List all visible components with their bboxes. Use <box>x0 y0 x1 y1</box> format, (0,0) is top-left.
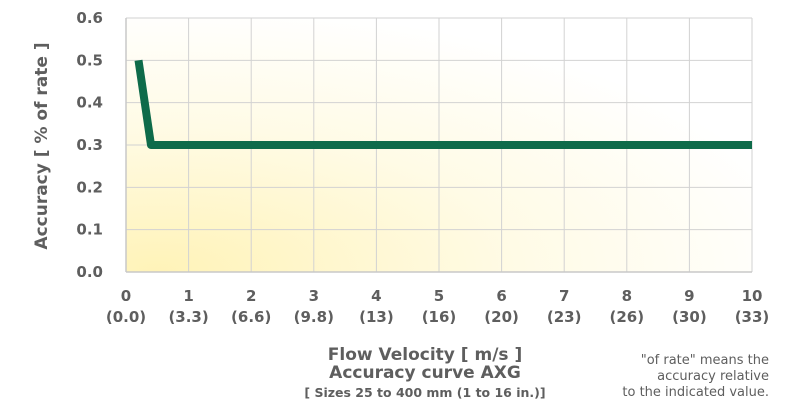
note-line: to the indicated value. <box>622 385 769 400</box>
note-line: accuracy relative <box>657 369 769 384</box>
x-tick-label: 5 <box>434 287 444 305</box>
y-tick-labels: 0.0 0.1 0.2 0.3 0.4 0.5 0.6 <box>76 9 103 281</box>
x-axis-label-block: Flow Velocity [ m/s ] Accuracy curve AXG… <box>250 346 600 402</box>
y-tick-label: 0.3 <box>76 136 103 154</box>
x-tick-sublabel: (3.3) <box>168 308 208 326</box>
x-tick-sublabel: (6.6) <box>231 308 271 326</box>
chart-subtitle: [ Sizes 25 to 400 mm (1 to 16 in.)] <box>304 385 546 400</box>
axes <box>125 18 752 273</box>
x-tick-label: 8 <box>622 287 632 305</box>
note-line: "of rate" means the <box>640 353 769 368</box>
y-tick-label: 0.0 <box>76 263 103 281</box>
x-tick-sublabel: (0.0) <box>106 308 146 326</box>
x-tick-label: 7 <box>559 287 569 305</box>
y-tick-label: 0.1 <box>76 221 103 239</box>
x-tick-label: 2 <box>246 287 256 305</box>
x-tick-label: 6 <box>496 287 506 305</box>
x-tick-label: 9 <box>684 287 694 305</box>
y-tick-label: 0.5 <box>76 51 103 69</box>
x-tick-labels: 0 (0.0) 1 (3.3) 2 (6.6) 3 (9.8) 4 (13) 5 (16) 6 (20) 7… <box>106 287 769 326</box>
x-tick-sublabel: (30) <box>672 308 707 326</box>
y-tick-label: 0.2 <box>76 178 103 196</box>
y-axis-label: Accuracy [ % of rate ] <box>32 42 52 249</box>
x-tick-sublabel: (20) <box>484 308 519 326</box>
x-tick-sublabel: (33) <box>735 308 770 326</box>
y-tick-label: 0.4 <box>76 94 103 112</box>
series-group <box>134 59 752 149</box>
chart-title: Accuracy curve AXG <box>329 363 521 383</box>
rate-note: "of rate" means the accuracy relative to… <box>539 353 769 401</box>
x-tick-sublabel: (26) <box>610 308 645 326</box>
x-tick-label: 1 <box>183 287 193 305</box>
x-tick-label: 10 <box>742 287 763 305</box>
x-axis-label: Flow Velocity [ m/s ] <box>327 345 523 365</box>
x-tick-label: 3 <box>309 287 319 305</box>
x-tick-sublabel: (16) <box>422 308 457 326</box>
accuracy-series-line <box>134 59 752 149</box>
x-tick-sublabel: (13) <box>359 308 394 326</box>
x-tick-sublabel: (23) <box>547 308 582 326</box>
x-tick-label: 4 <box>371 287 381 305</box>
y-tick-label: 0.6 <box>76 9 103 27</box>
x-tick-sublabel: (9.8) <box>294 308 334 326</box>
x-tick-label: 0 <box>121 287 131 305</box>
